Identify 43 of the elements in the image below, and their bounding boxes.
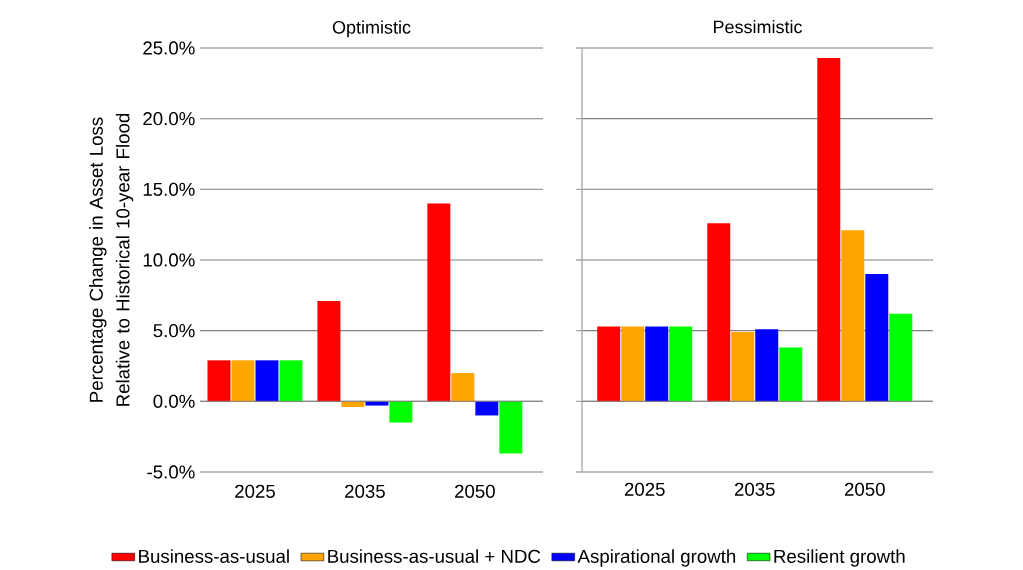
bar [817,57,841,402]
y-tick-label: 0.0% [153,394,195,408]
x-tick-label: 2050 [844,482,885,496]
bar [317,300,341,402]
bar [207,360,231,402]
chart-title: Pessimistic [713,20,803,34]
x-tick-label: 2035 [345,484,385,498]
x-tick-label: 2025 [624,482,665,496]
x-tick-label: 2050 [455,484,495,498]
bar [279,360,303,402]
bar [427,203,451,402]
x-tick-label: 2035 [734,482,775,496]
bar [731,332,755,402]
bar [889,313,913,402]
bar [645,326,669,402]
bar [475,401,499,416]
y-axis-title: Percentage Change in Asset Loss Relative to Historical 10-year Flood [89,113,134,406]
y-tick-label: 5.0% [153,324,195,338]
chart-title: Optimistic [332,20,411,38]
bar [621,326,645,402]
bar [389,401,413,423]
legend-label: Aspirational growth [577,549,736,567]
bar [499,401,523,454]
y-tick-label: 20.0% [143,112,195,126]
bar [365,401,389,406]
legend-label: Resilient growth [774,549,905,567]
bar [669,326,693,402]
y-tick-label: 10.0% [143,253,195,267]
bar [451,373,475,402]
bar [779,347,803,402]
y-tick-label: 25.0% [143,41,195,55]
bar [707,223,731,402]
bar [255,360,279,402]
bar [865,274,889,402]
bar [841,230,865,402]
y-tick-label: 15.0% [143,182,195,196]
legend-label: Business-as-usual [139,549,289,563]
bar [231,360,255,402]
bar [755,329,779,402]
x-tick-label: 2025 [235,484,275,498]
y-tick-label: -5.0% [147,465,195,479]
bar [597,326,621,402]
legend-label: Business-as-usual + NDC [328,549,541,563]
